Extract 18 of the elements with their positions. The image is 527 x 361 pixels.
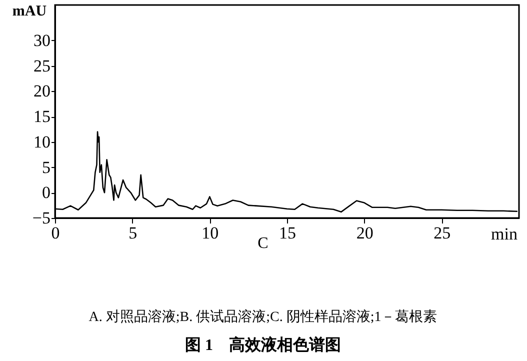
y-tick-label: 0 [42, 183, 50, 202]
text: A. 对照品溶液;B. 供试品溶液;C. 阴性样品溶液;1－葛根素 [88, 309, 438, 325]
x-tick-label: 5 [128, 224, 138, 242]
y-axis-title: mAU [12, 4, 47, 20]
y-tick-label: 25 [34, 56, 50, 76]
y-tick-label: 10 [34, 132, 50, 152]
x-tick-label: 15 [279, 224, 296, 242]
x-tick-label: 20 [356, 224, 374, 242]
x-tick-label: 10 [202, 224, 219, 242]
text: 图 1 高效液相色谱图 [185, 335, 341, 354]
y-tick-label: 5 [42, 158, 50, 177]
y-tick-label: 30 [34, 31, 50, 50]
y-tick-label: 20 [34, 82, 50, 101]
y-tick-label: −5 [32, 208, 50, 228]
x-tick-label: 25 [434, 224, 451, 242]
y-tick-label: 15 [34, 107, 50, 126]
text: C [258, 235, 268, 252]
x-axis-title: min [491, 224, 518, 244]
